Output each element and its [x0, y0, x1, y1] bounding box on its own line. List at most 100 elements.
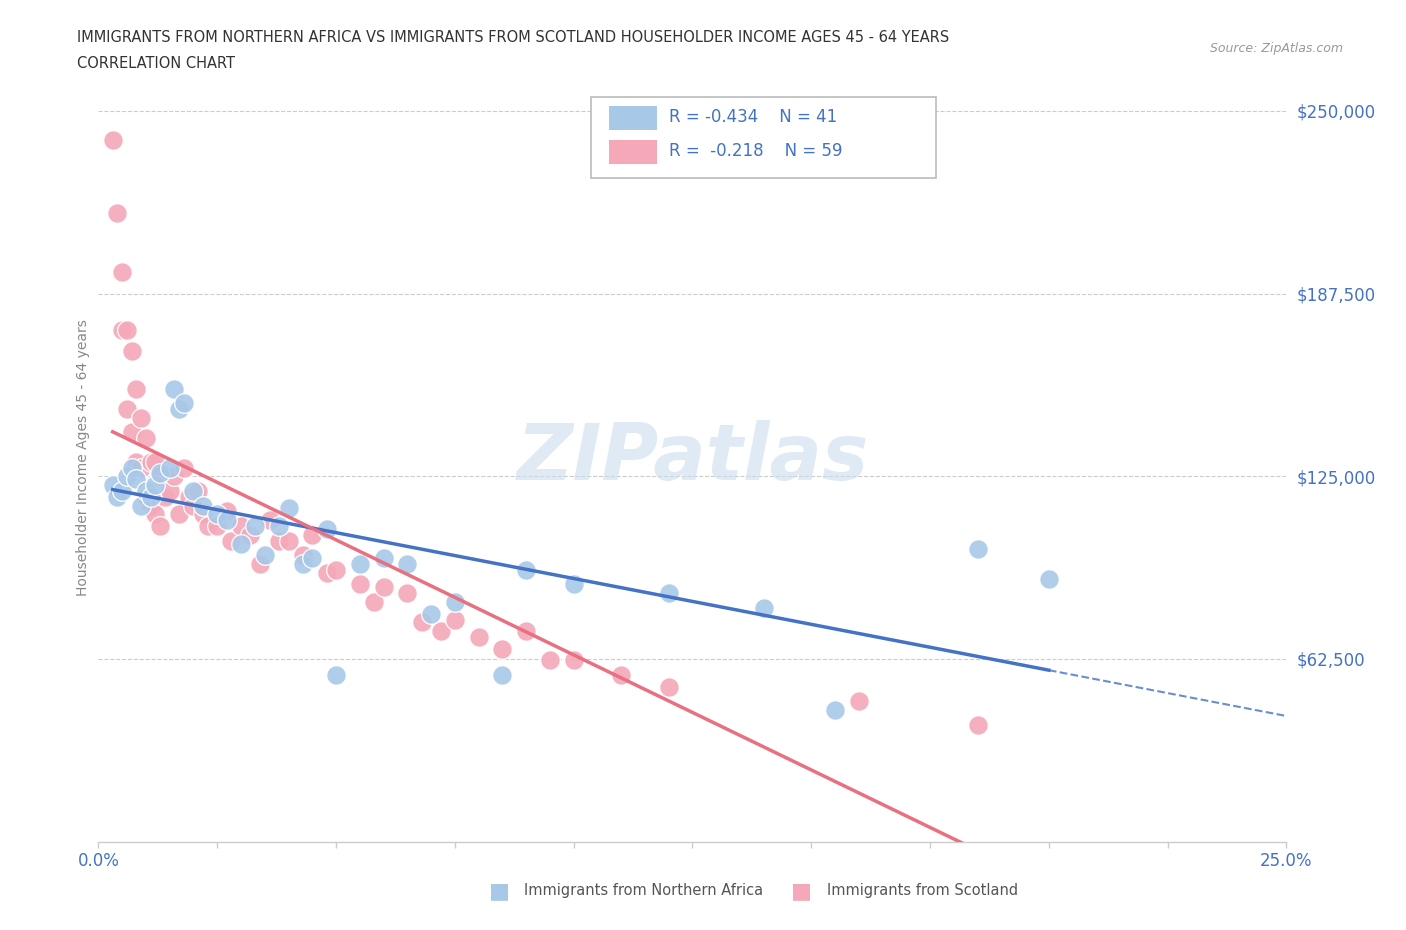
- Point: [291, 548, 314, 563]
- Bar: [609, 106, 657, 130]
- Point: [197, 519, 219, 534]
- Point: [121, 460, 143, 475]
- Point: [163, 469, 186, 484]
- Point: [429, 624, 451, 639]
- Text: ■: ■: [792, 881, 811, 901]
- Point: [125, 381, 148, 396]
- Point: [107, 206, 129, 220]
- Point: [111, 484, 134, 498]
- Point: [187, 484, 209, 498]
- Point: [239, 527, 262, 542]
- Point: [111, 323, 134, 338]
- Point: [177, 489, 200, 504]
- Point: [396, 556, 419, 571]
- Point: [115, 323, 138, 338]
- Y-axis label: Householder Income Ages 45 - 64 years: Householder Income Ages 45 - 64 years: [76, 320, 90, 596]
- Point: [315, 522, 337, 537]
- Point: [411, 615, 433, 630]
- Point: [207, 519, 229, 534]
- Point: [221, 533, 243, 548]
- Point: [121, 343, 143, 358]
- Point: [153, 489, 176, 504]
- Point: [966, 717, 988, 732]
- Point: [515, 624, 537, 639]
- Point: [363, 594, 385, 609]
- Point: [145, 454, 167, 469]
- Point: [139, 454, 162, 469]
- Point: [183, 498, 205, 513]
- Point: [139, 489, 162, 504]
- Point: [167, 507, 190, 522]
- Point: [129, 460, 152, 475]
- Point: [491, 642, 513, 657]
- Point: [562, 653, 585, 668]
- Point: [267, 519, 290, 534]
- Point: [207, 507, 229, 522]
- Point: [315, 565, 337, 580]
- Text: R =  -0.218    N = 59: R = -0.218 N = 59: [669, 142, 842, 160]
- Point: [125, 472, 148, 486]
- Point: [373, 551, 395, 565]
- Point: [277, 501, 299, 516]
- Point: [396, 586, 419, 601]
- Point: [229, 536, 252, 551]
- Point: [848, 694, 870, 709]
- Point: [277, 533, 299, 548]
- Point: [229, 519, 252, 534]
- Point: [111, 264, 134, 279]
- Point: [191, 498, 214, 513]
- Point: [215, 512, 238, 527]
- Point: [1038, 571, 1060, 586]
- Point: [301, 551, 323, 565]
- Point: [139, 498, 162, 513]
- Point: [135, 484, 157, 498]
- Point: [173, 460, 195, 475]
- Point: [101, 478, 124, 493]
- FancyBboxPatch shape: [592, 98, 936, 178]
- Point: [159, 460, 181, 475]
- Point: [149, 469, 172, 484]
- Text: ■: ■: [489, 881, 509, 901]
- Point: [267, 533, 290, 548]
- Point: [349, 577, 371, 591]
- Point: [249, 556, 271, 571]
- Point: [610, 668, 633, 683]
- Point: [101, 133, 124, 148]
- Point: [145, 507, 167, 522]
- Text: IMMIGRANTS FROM NORTHERN AFRICA VS IMMIGRANTS FROM SCOTLAND HOUSEHOLDER INCOME A: IMMIGRANTS FROM NORTHERN AFRICA VS IMMIG…: [77, 30, 949, 45]
- Point: [444, 612, 467, 627]
- Point: [325, 563, 347, 578]
- Point: [149, 466, 172, 481]
- Point: [966, 542, 988, 557]
- Point: [562, 577, 585, 591]
- Point: [121, 425, 143, 440]
- Text: CORRELATION CHART: CORRELATION CHART: [77, 56, 235, 71]
- Point: [125, 454, 148, 469]
- Point: [145, 478, 167, 493]
- Point: [301, 527, 323, 542]
- Text: ZIPatlas: ZIPatlas: [516, 420, 869, 496]
- Point: [658, 679, 681, 694]
- Point: [129, 498, 152, 513]
- Point: [107, 489, 129, 504]
- Point: [752, 601, 775, 616]
- Point: [135, 431, 157, 445]
- Point: [420, 606, 443, 621]
- Point: [115, 469, 138, 484]
- Point: [173, 396, 195, 411]
- Text: Immigrants from Northern Africa: Immigrants from Northern Africa: [524, 884, 763, 898]
- Point: [291, 556, 314, 571]
- Text: Immigrants from Scotland: Immigrants from Scotland: [827, 884, 1018, 898]
- Point: [373, 580, 395, 595]
- Point: [149, 519, 172, 534]
- Point: [538, 653, 561, 668]
- Point: [183, 484, 205, 498]
- Point: [163, 381, 186, 396]
- Point: [467, 630, 489, 644]
- Point: [129, 410, 152, 425]
- Point: [658, 586, 681, 601]
- Text: Source: ZipAtlas.com: Source: ZipAtlas.com: [1209, 42, 1343, 55]
- Point: [159, 484, 181, 498]
- Point: [115, 402, 138, 417]
- Point: [215, 504, 238, 519]
